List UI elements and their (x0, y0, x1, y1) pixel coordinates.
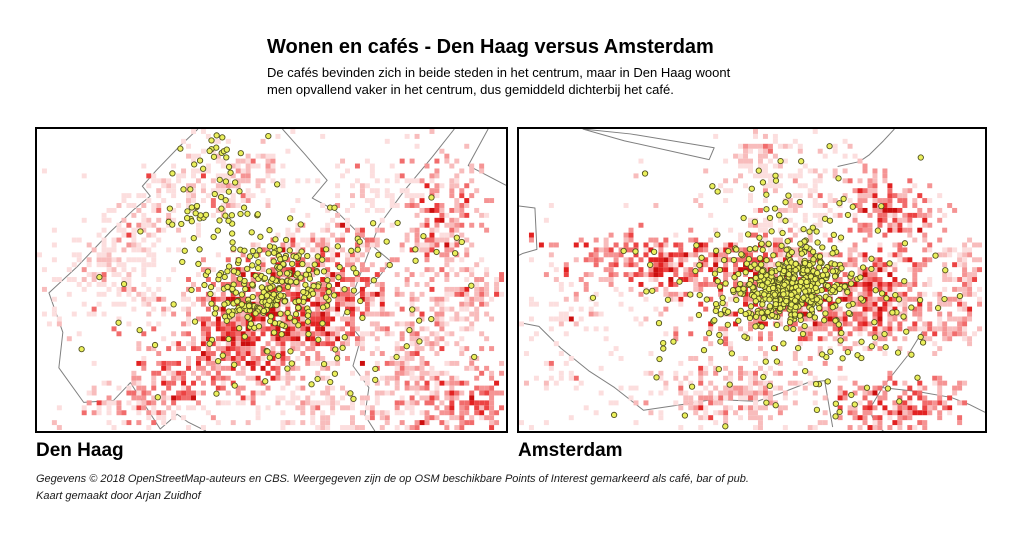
amsterdam-map (519, 129, 985, 431)
page-title: Wonen en cafés - Den Haag versus Amsterd… (267, 36, 714, 58)
map-label-den-haag: Den Haag (36, 440, 124, 461)
map-panel-amsterdam (517, 127, 987, 433)
den-haag-map (37, 129, 506, 431)
subtitle-line-2: men opvallend vaker in het centrum, dus … (267, 82, 674, 97)
map-panel-den-haag (35, 127, 508, 433)
credit-line-1: Gegevens © 2018 OpenStreetMap-auteurs en… (36, 473, 749, 485)
subtitle-line-1: De cafés bevinden zich in beide steden i… (267, 65, 731, 80)
subtitle: De cafés bevinden zich in beide steden i… (267, 64, 730, 98)
map-label-amsterdam: Amsterdam (518, 440, 623, 461)
credit-line-2: Kaart gemaakt door Arjan Zuidhof (36, 490, 201, 502)
